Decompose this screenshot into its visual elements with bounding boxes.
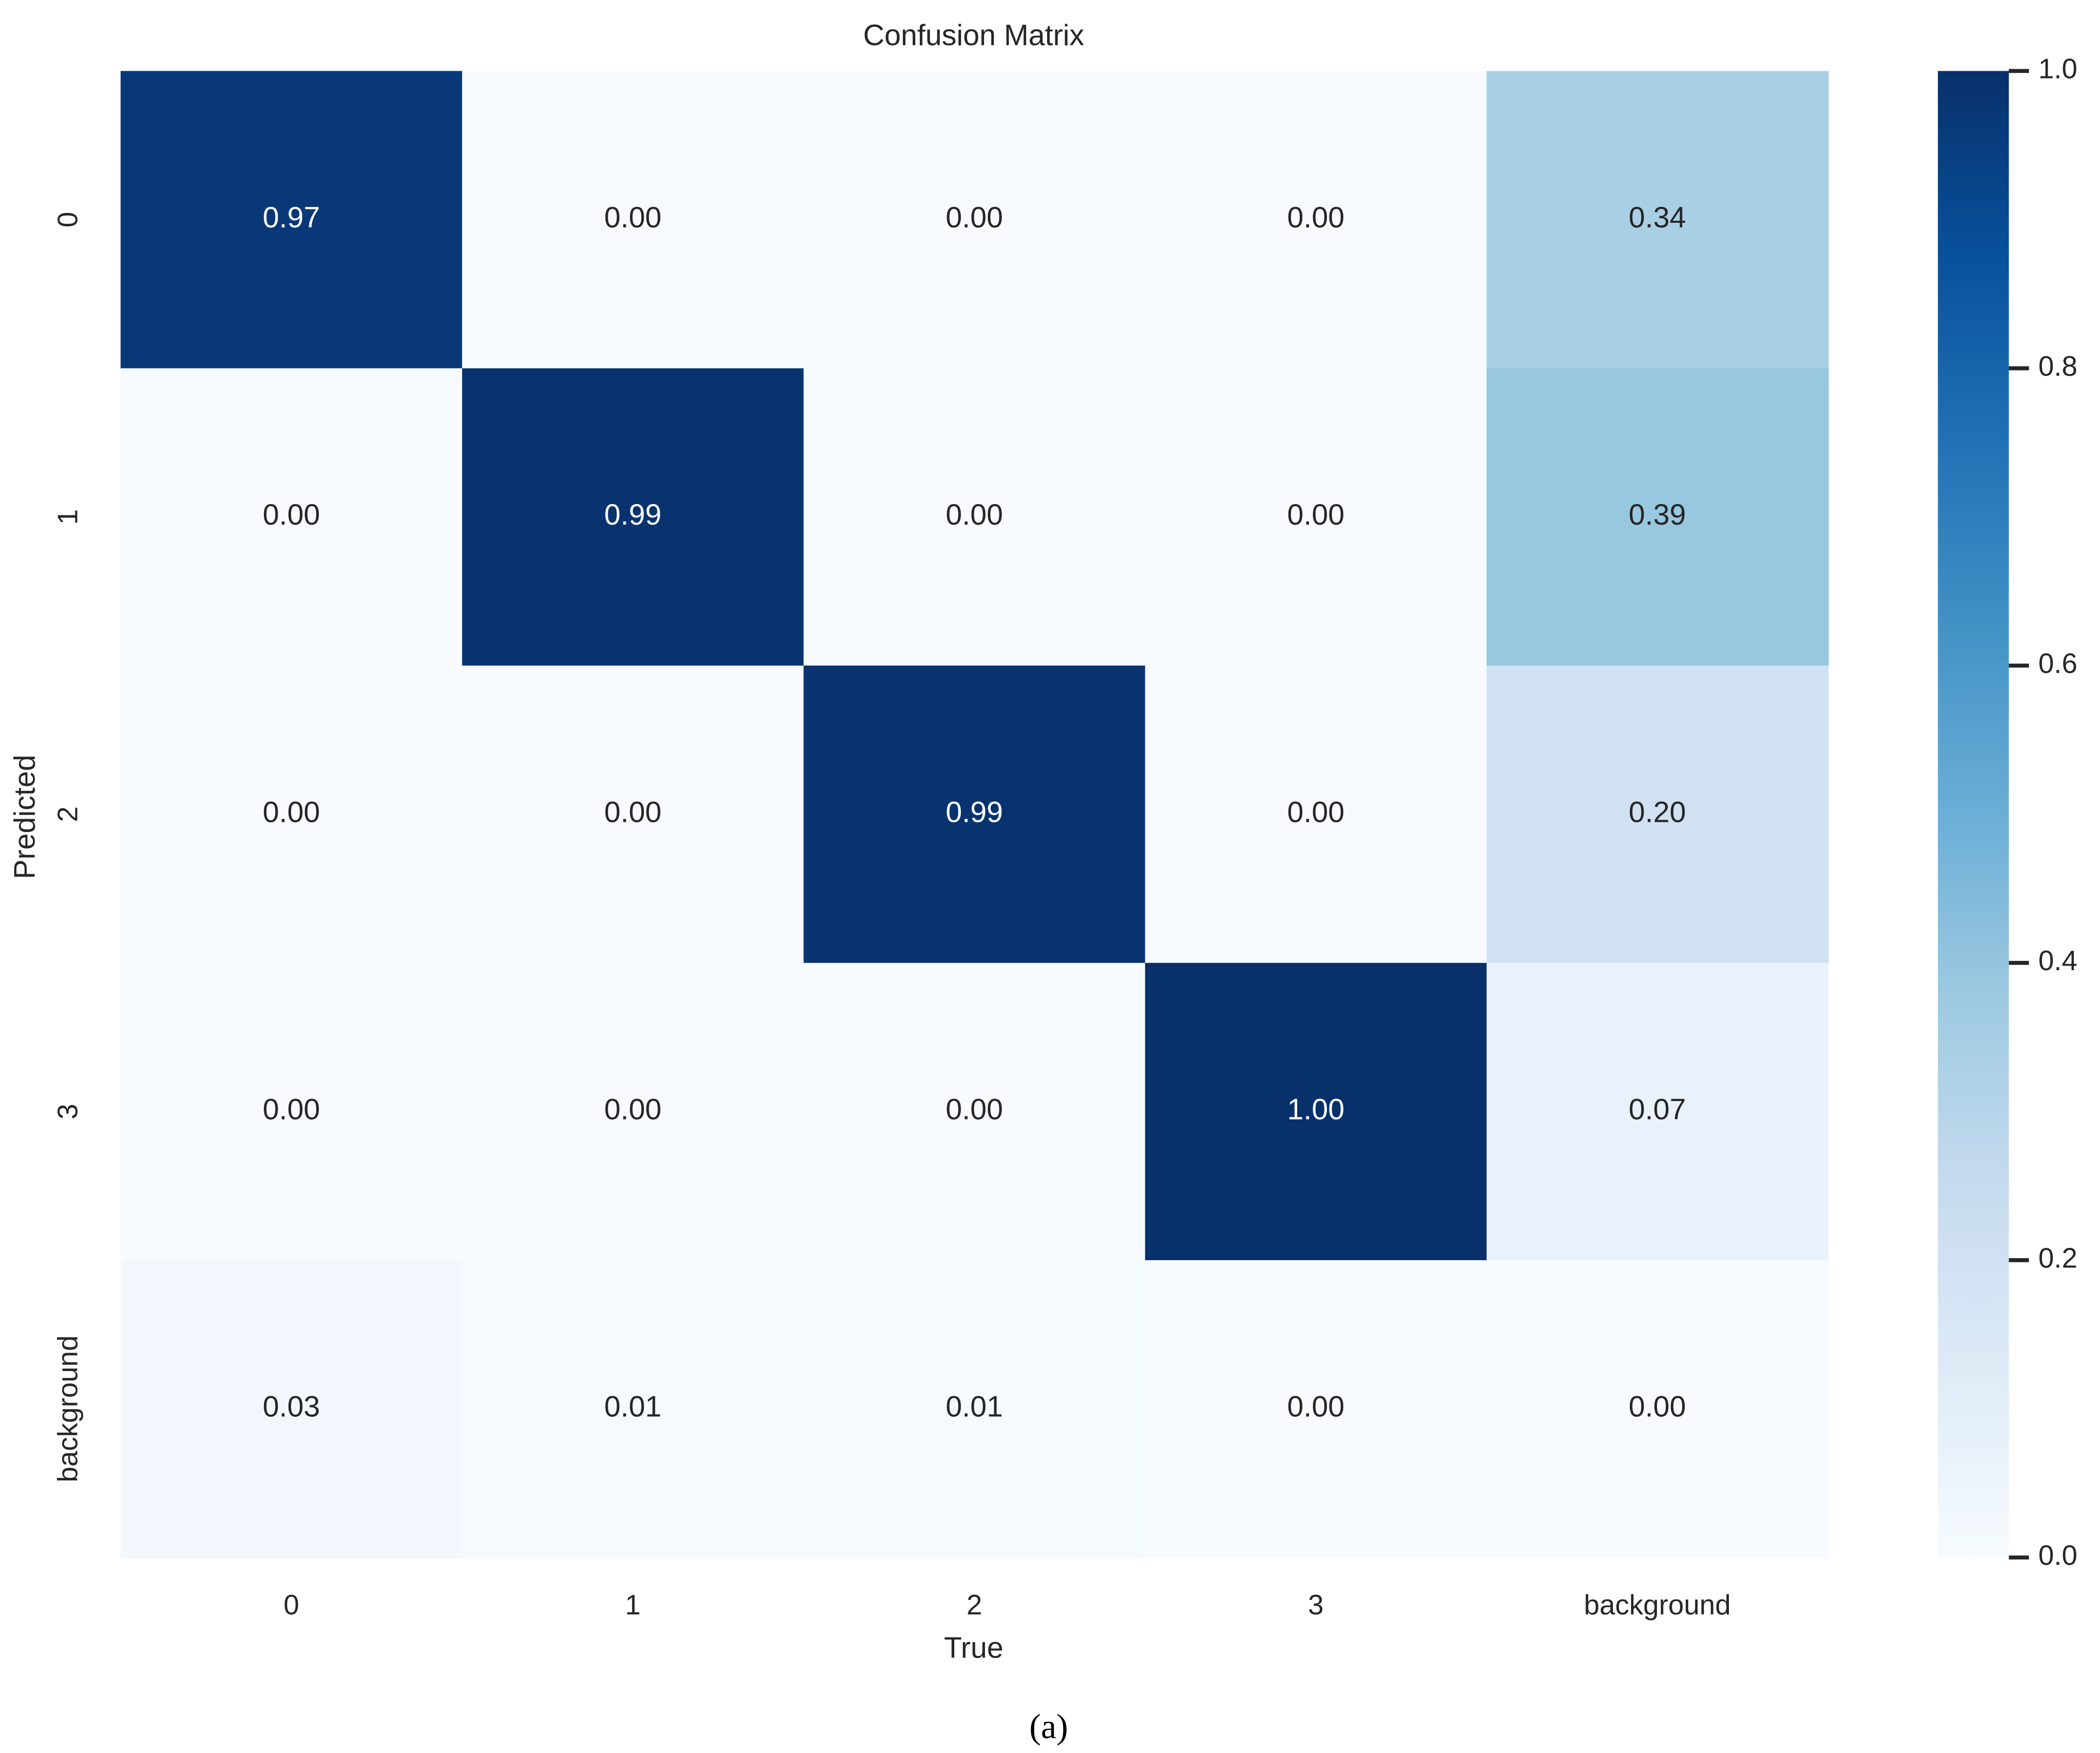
colorbar-tick-label: 1.0 — [2038, 53, 2077, 85]
heatmap-cell — [462, 368, 804, 666]
heatmap-cell — [120, 368, 463, 666]
colorbar-tick-label: 0.2 — [2038, 1242, 2077, 1274]
heatmap-cell — [1486, 665, 1829, 964]
y-tick-label: 1 — [51, 509, 83, 525]
colorbar-tick-label: 0.6 — [2038, 647, 2077, 679]
cell-label: 0.00 — [1287, 1391, 1345, 1423]
cell-label: 0.00 — [946, 201, 1003, 234]
cell-label: 0.00 — [263, 796, 320, 829]
y-axis-label: Predicted — [8, 755, 41, 879]
x-tick-label: background — [1584, 1589, 1731, 1621]
cell-label: 1.00 — [1287, 1093, 1345, 1126]
cell-label: 0.00 — [604, 796, 662, 829]
heatmap-cell — [120, 71, 463, 369]
x-tick-label: 1 — [625, 1589, 641, 1621]
heatmap-cell — [462, 665, 804, 964]
colorbar-tick-label: 0.0 — [2038, 1539, 2077, 1571]
heatmap-cell — [120, 962, 463, 1261]
cell-label: 0.03 — [263, 1391, 320, 1423]
cell-label: 0.34 — [1629, 201, 1686, 234]
cell-label: 0.00 — [604, 1093, 662, 1126]
heatmap-cell — [462, 962, 804, 1261]
cell-label: 0.97 — [263, 201, 320, 234]
cell-label: 0.00 — [1287, 796, 1345, 829]
cell-label: 0.00 — [1629, 1391, 1686, 1423]
heatmap-cell — [120, 1260, 463, 1558]
heatmap-cell — [1145, 71, 1488, 369]
cell-label: 0.99 — [946, 796, 1003, 829]
cell-label: 0.20 — [1629, 796, 1686, 829]
cell-label: 0.00 — [1287, 498, 1345, 531]
colorbar — [1938, 71, 2009, 1558]
cell-label: 0.00 — [263, 1093, 320, 1126]
cell-label: 0.00 — [604, 201, 662, 234]
heatmap-cell — [1486, 368, 1829, 666]
heatmap-cell — [120, 665, 463, 964]
heatmap-cell — [1145, 368, 1488, 666]
y-tick-label: background — [51, 1335, 83, 1482]
heatmap-cell — [803, 1260, 1146, 1558]
colorbar-tick-label: 0.4 — [2038, 945, 2077, 976]
x-tick-label: 0 — [283, 1589, 299, 1621]
y-tick-label: 2 — [51, 806, 83, 822]
colorbar-tick-label: 0.8 — [2038, 350, 2077, 382]
cell-label: 0.01 — [946, 1391, 1003, 1423]
cell-label: 0.00 — [946, 1093, 1003, 1126]
heatmap-cell — [1145, 1260, 1488, 1558]
chart-title: Confusion Matrix — [863, 19, 1085, 52]
cell-label: 0.39 — [1629, 498, 1686, 531]
heatmap-cell — [803, 962, 1146, 1261]
heatmap-cell — [1145, 665, 1488, 964]
caption: (a) — [1029, 1707, 1068, 1746]
heatmap-cell — [462, 1260, 804, 1558]
heatmap-cell — [1486, 962, 1829, 1261]
x-tick-label: 3 — [1308, 1589, 1323, 1621]
cell-label: 0.00 — [946, 498, 1003, 531]
heatmap-cell — [803, 368, 1146, 666]
heatmap-cell — [462, 71, 804, 369]
heatmap-cell — [803, 71, 1146, 369]
heatmap-cell — [803, 665, 1146, 964]
y-tick-label: 3 — [51, 1104, 83, 1119]
heatmap-cell — [1145, 962, 1488, 1261]
y-tick-label: 0 — [51, 212, 83, 227]
cell-label: 0.01 — [604, 1391, 662, 1423]
cell-label: 0.00 — [263, 498, 320, 531]
x-axis-label: True — [944, 1631, 1004, 1664]
cell-label: 0.07 — [1629, 1093, 1686, 1126]
cell-label: 0.99 — [604, 498, 662, 531]
heatmap-cell — [1486, 71, 1829, 369]
heatmap-cell — [1486, 1260, 1829, 1558]
cell-label: 0.00 — [1287, 201, 1345, 234]
x-tick-label: 2 — [967, 1589, 982, 1621]
